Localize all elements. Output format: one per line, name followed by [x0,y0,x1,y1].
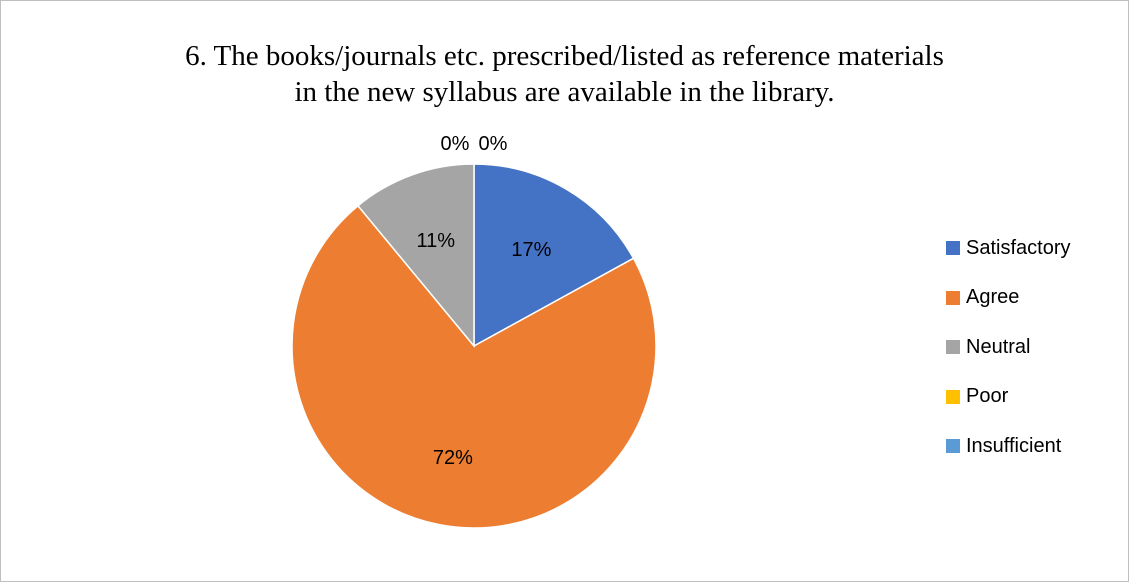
data-label-insufficient: 0% [479,133,508,155]
legend-item-neutral: Neutral [946,335,1070,359]
legend-swatch-poor [946,389,960,404]
legend-label-neutral: Neutral [966,335,1031,358]
pie-slice-agree [291,204,657,529]
legend: Satisfactory Agree Neutral Poor Insufficient [946,236,1070,484]
legend-swatch-neutral [946,340,960,354]
chart-title-line-1: 6. The books/journals etc. prescribed/li… [185,40,944,72]
legend-item-satisfactory: Satisfactory [946,236,1070,260]
legend-swatch-satisfactory [946,241,960,255]
data-label-satisfactory: 17% [511,239,551,261]
pie-slice-satisfactory [473,163,635,348]
data-label-neutral: 11% [417,230,456,252]
data-label-poor: 0% [441,133,470,155]
legend-label-insufficient: Insufficient [966,434,1062,457]
pie-slice-neutral [356,163,475,349]
legend-item-insufficient: Insufficient [946,434,1070,458]
legend-item-poor: Poor [946,385,1070,409]
data-label-agree: 72% [433,447,473,469]
chart-title: 6. The books/journals etc. prescribed/li… [0,38,1129,110]
legend-label-poor: Poor [966,385,1009,407]
chart-title-line-2: in the new syllabus are available in the… [294,76,835,108]
legend-swatch-insufficient [946,439,960,453]
legend-label-satisfactory: Satisfactory [966,236,1071,259]
legend-item-agree: Agree [946,286,1070,310]
legend-label-agree: Agree [966,286,1020,308]
legend-swatch-agree [946,290,960,305]
